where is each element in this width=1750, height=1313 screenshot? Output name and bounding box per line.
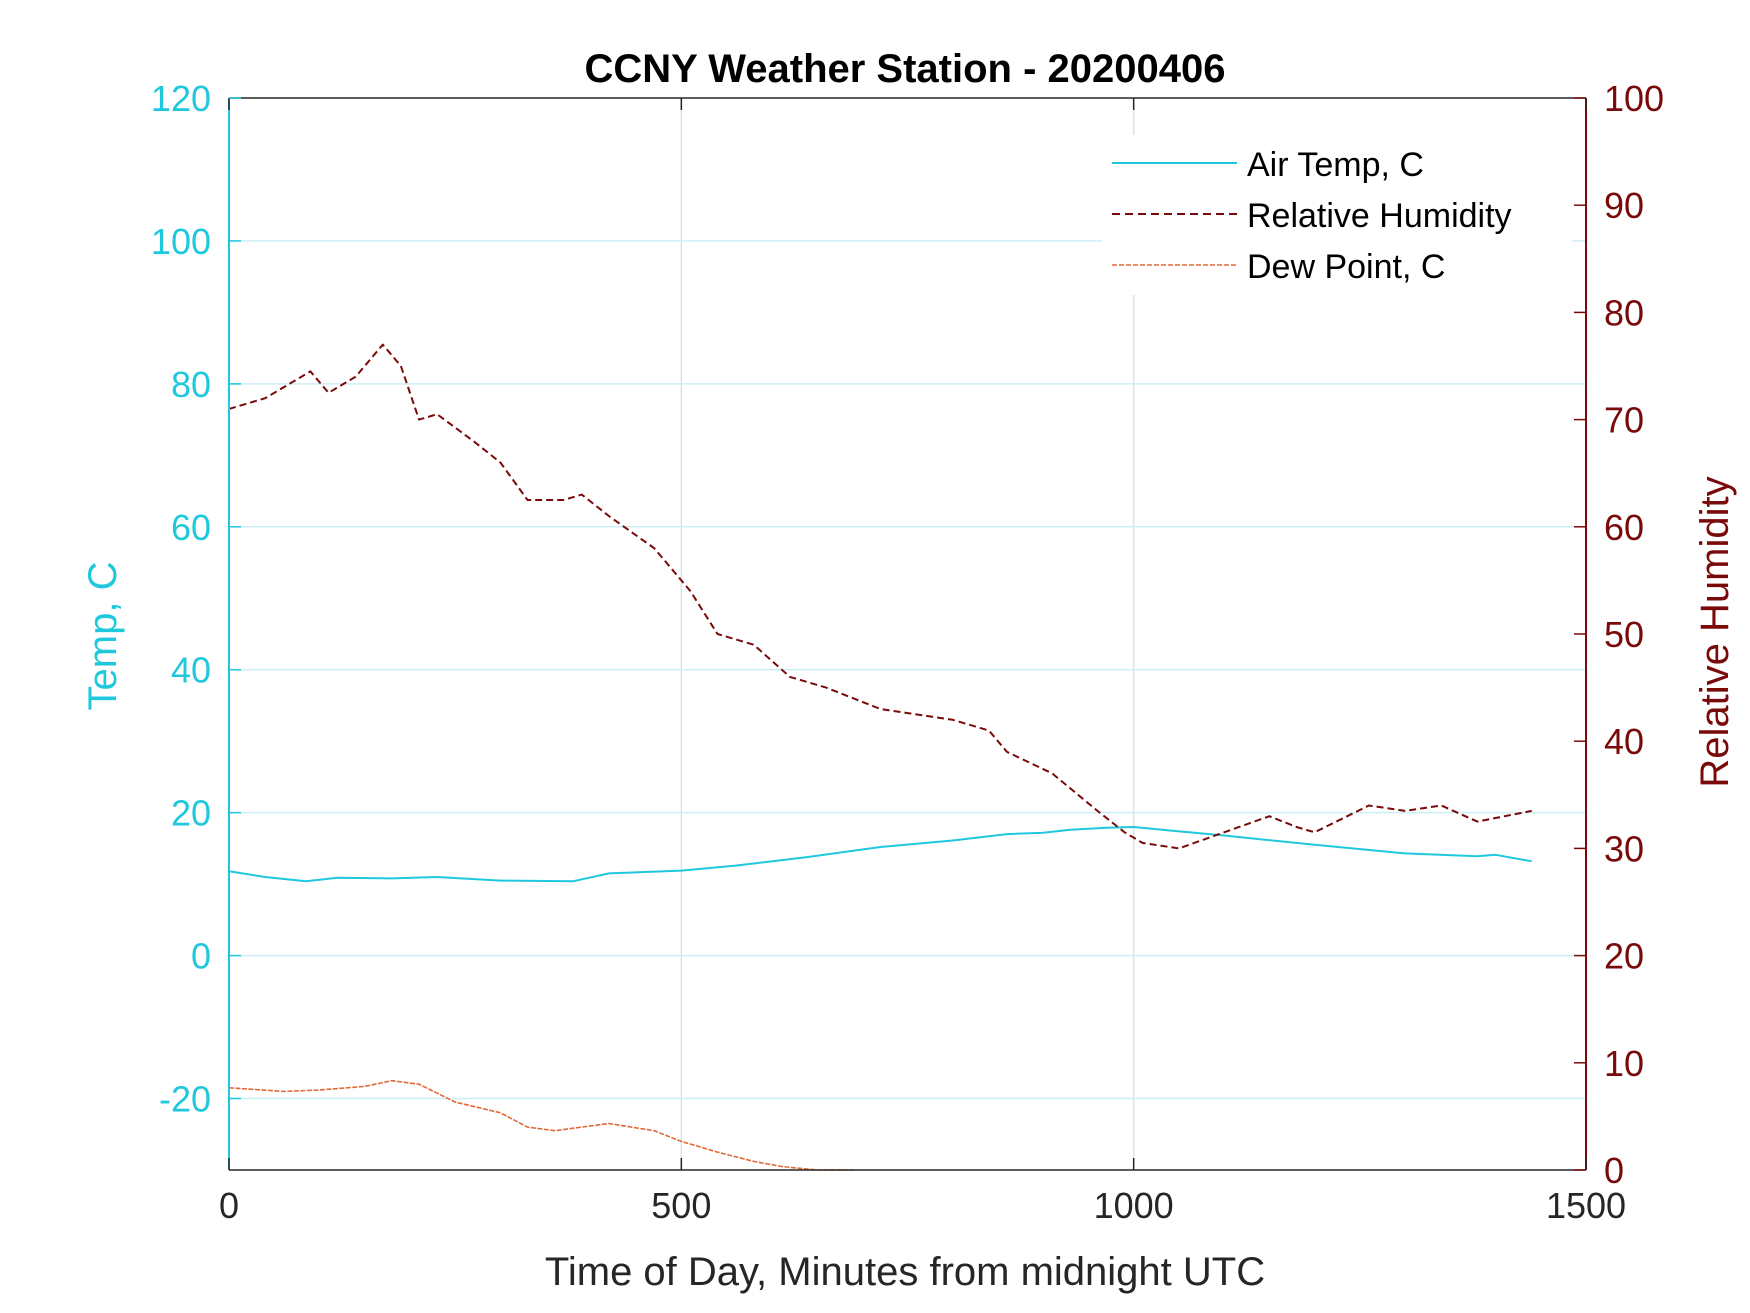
chart-title: CCNY Weather Station - 20200406 <box>585 47 1226 91</box>
series-line-air-temp-c <box>228 826 1532 883</box>
y-left-tick-label: 60 <box>171 507 211 548</box>
x-tick-label: 1500 <box>1546 1185 1626 1226</box>
y-right-tick-label: 50 <box>1604 614 1644 655</box>
y-left-tick-label: 20 <box>171 793 211 834</box>
y-right-tick-label: 80 <box>1604 292 1644 333</box>
y-right-tick-label: 10 <box>1604 1043 1644 1084</box>
legend-label-dew-point: Dew Point, C <box>1247 248 1445 286</box>
series-line-relative-humidity <box>228 343 1532 850</box>
legend: Air Temp, C Relative Humidity Dew Point,… <box>1102 135 1572 295</box>
y-left-tick-label: 80 <box>171 364 211 405</box>
grid-lines <box>229 98 1586 1170</box>
y-right-tick-label: 20 <box>1604 936 1644 977</box>
x-tick-label: 0 <box>219 1185 239 1226</box>
series-lines <box>228 343 1532 1171</box>
y-right-tick-label: 100 <box>1604 78 1664 119</box>
x-tick-label: 1000 <box>1094 1185 1174 1226</box>
y-left-tick-label: 100 <box>151 221 211 262</box>
y-left-tick-label: 0 <box>191 936 211 977</box>
series-line-dew-point-c <box>228 1079 854 1171</box>
y-right-tick-label: 70 <box>1604 400 1644 441</box>
y-axis-label-left: Temp, C <box>81 562 125 711</box>
y-left-tick-label: -20 <box>159 1079 211 1120</box>
y-right-tick-label: 90 <box>1604 185 1644 226</box>
y-right-tick-label: 40 <box>1604 721 1644 762</box>
y-right-tick-label: 0 <box>1604 1150 1624 1191</box>
y-right-tick-label: 60 <box>1604 507 1644 548</box>
x-tick-label: 500 <box>651 1185 711 1226</box>
legend-label-air-temp: Air Temp, C <box>1247 146 1424 184</box>
y-left-tick-label: 40 <box>171 650 211 691</box>
y-left-tick-label: 120 <box>151 78 211 119</box>
x-axis-label: Time of Day, Minutes from midnight UTC <box>545 1250 1265 1294</box>
tick-labels: 0 500 1000 1500120100806040200-201009080706… <box>151 78 1664 1226</box>
legend-label-relative-humidity: Relative Humidity <box>1247 197 1512 235</box>
y-axis-label-right: Relative Humidity <box>1693 476 1737 787</box>
y-right-tick-label: 30 <box>1604 828 1644 869</box>
